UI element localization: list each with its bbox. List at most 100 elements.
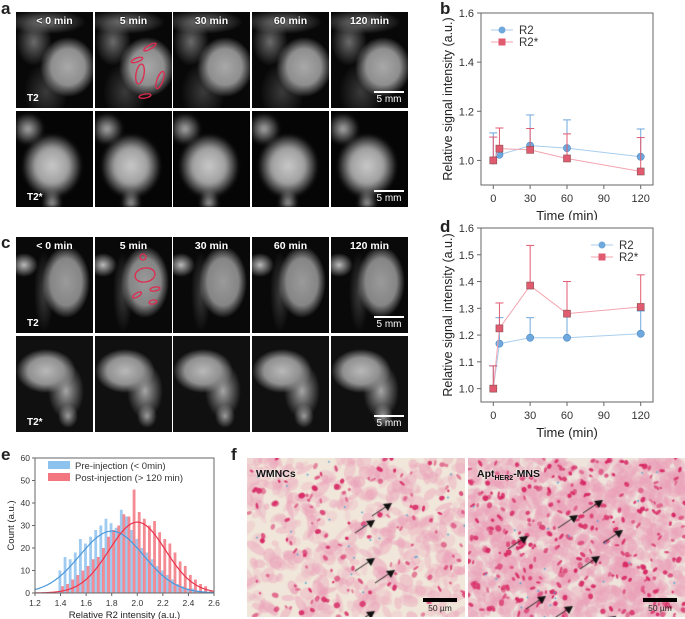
legend-label: Post-injection (> 120 min): [75, 473, 183, 484]
scale-bar: 5 mm: [374, 316, 404, 330]
y-axis-label: Relative signal intensity (a.u.): [441, 17, 455, 180]
histogram-bar: [76, 575, 80, 593]
roi-outline: [149, 286, 161, 292]
mri-image-t2-3: 60 min: [252, 12, 329, 108]
y-tick-label: 60: [21, 453, 31, 463]
scale-bar-line: [374, 316, 404, 318]
mri-signal: [95, 111, 172, 207]
y-axis-label: Relative signal intensity (a.u.): [441, 233, 455, 396]
y-tick-label: 1.4: [459, 57, 474, 69]
y-tick-label: 1.6: [459, 8, 474, 20]
histogram-bar: [127, 516, 131, 593]
roi-outline: [139, 253, 147, 261]
time-label: 5 min: [119, 240, 148, 252]
y-tick-label: 1.2: [459, 106, 474, 118]
sequence-label: T2*: [27, 192, 43, 203]
legend-marker: [598, 241, 606, 249]
x-tick-label: 60: [561, 193, 573, 205]
histogram-bar: [96, 557, 100, 593]
mri-image-t2star-1: [95, 111, 172, 207]
mri-image-t2-1: 5 min: [95, 237, 172, 333]
data-point: [563, 154, 571, 163]
title-main: Apt: [477, 468, 495, 480]
histogram-bar: [94, 530, 98, 593]
histogram-bar: [84, 543, 87, 593]
y-tick-label: 20: [21, 543, 31, 553]
histogram-bar: [140, 548, 144, 593]
scale-bar-line: [374, 190, 404, 192]
y-tick-label: 10: [21, 566, 31, 576]
histogram-bar: [194, 579, 197, 593]
mri-image-t2star-4: 5 mm: [331, 336, 408, 432]
histogram-bar: [168, 543, 172, 593]
y-tick-label: 1.0: [459, 384, 474, 396]
histogram-bar: [130, 530, 133, 593]
panel-label-d: d: [440, 217, 451, 236]
y-tick-label: 40: [21, 498, 31, 508]
chart-d: 1.0 1.1 1.2 1.3 1.4 1.5 1.6 0 30 60 90 120 Time (min…: [441, 223, 654, 440]
y-tick-label: 1.6: [459, 223, 474, 235]
mri-image-t2-3: 60 min: [252, 237, 329, 333]
histogram-bar: [171, 579, 174, 593]
mri-image-t2-2: 30 min: [173, 237, 250, 333]
histogram-bar: [122, 514, 126, 593]
roi-outlines: [130, 42, 165, 99]
roi-outline: [138, 93, 152, 99]
mri-image-t2star-0: T2*: [16, 111, 93, 207]
mri-image-t2-4: 120 min 5 mm: [331, 12, 408, 108]
histogram-bar: [58, 570, 62, 593]
x-tick-label: 2.4: [183, 598, 195, 608]
histogram-bar: [181, 586, 185, 593]
data-point: [526, 281, 534, 290]
histogram-bar: [158, 532, 162, 593]
time-label: 120 min: [349, 15, 390, 27]
histogram-bar: [107, 536, 110, 593]
mri-image-t2-1: 5 min: [95, 12, 172, 108]
data-point: [489, 156, 498, 165]
histogram-bar: [153, 521, 156, 593]
y-tick-label: 0: [25, 588, 30, 598]
legend-swatch: [48, 461, 70, 469]
time-label: < 0 min: [36, 240, 73, 252]
data-point: [526, 146, 534, 154]
data-point: [489, 384, 498, 393]
histology-image-apt-her2-mns: AptHER2-MNS 50 µm: [468, 458, 685, 617]
mri-image-t2-0: < 0 min T2: [16, 12, 93, 108]
x-tick-label: 1.8: [106, 598, 118, 608]
histogram-bar: [114, 527, 118, 593]
roi-outlines: [131, 253, 161, 305]
histogram-bar: [117, 525, 121, 593]
scale-bar: 5 mm: [374, 190, 404, 204]
mri-image-t2-0: < 0 min T2: [16, 237, 93, 333]
histogram-bar: [132, 489, 136, 593]
panel-label-e: e: [1, 445, 11, 464]
scale-bar: 50 µm: [423, 598, 457, 613]
panel-label-f: f: [231, 445, 237, 464]
histogram-bar: [91, 559, 95, 593]
time-label: < 0 min: [36, 15, 73, 27]
x-axis-label: Relative R2 intensity (a.u.): [69, 610, 180, 619]
y-tick-label: 1.5: [459, 250, 474, 262]
legend-label: R2: [519, 25, 534, 37]
x-tick-label: 120: [632, 410, 650, 422]
histogram-bar: [68, 559, 72, 593]
x-tick-label: 2.6: [208, 598, 220, 608]
histogram-bar: [178, 561, 182, 593]
x-tick-label: 90: [598, 193, 610, 205]
data-point: [563, 309, 571, 318]
x-tick-label: 120: [632, 193, 650, 205]
panel-label-c: c: [1, 233, 11, 252]
x-tick-label: 1.4: [55, 598, 67, 608]
roi-outline: [155, 70, 165, 90]
histogram-bar: [73, 552, 77, 593]
legend-label: R2*: [619, 252, 639, 264]
mri-image-t2-2: 30 min: [173, 12, 250, 108]
histogram-bar: [66, 584, 69, 593]
histogram-bar: [71, 579, 75, 593]
roi-outline: [135, 63, 145, 85]
y-tick-label: 50: [21, 476, 31, 486]
histogram-bar: [86, 566, 90, 593]
mri-image-t2-4: 120 min 5 mm: [331, 237, 408, 333]
histogram-bar: [61, 586, 64, 593]
data-point: [636, 329, 645, 338]
